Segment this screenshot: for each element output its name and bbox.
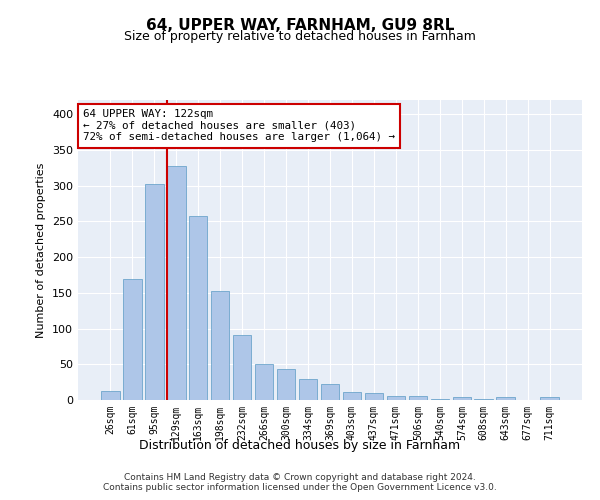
Text: Contains HM Land Registry data © Crown copyright and database right 2024.
Contai: Contains HM Land Registry data © Crown c… bbox=[103, 473, 497, 492]
Text: Size of property relative to detached houses in Farnham: Size of property relative to detached ho… bbox=[124, 30, 476, 43]
Bar bbox=[299, 378, 317, 400]
Bar bbox=[255, 364, 274, 400]
Bar bbox=[277, 370, 295, 400]
Bar bbox=[123, 278, 142, 400]
Bar bbox=[101, 390, 119, 400]
Bar bbox=[541, 397, 559, 400]
Bar bbox=[211, 290, 229, 400]
Bar bbox=[475, 398, 493, 400]
Bar bbox=[365, 393, 383, 400]
Bar bbox=[167, 166, 185, 400]
Bar bbox=[189, 216, 208, 400]
Text: 64, UPPER WAY, FARNHAM, GU9 8RL: 64, UPPER WAY, FARNHAM, GU9 8RL bbox=[146, 18, 454, 32]
Bar bbox=[233, 335, 251, 400]
Y-axis label: Number of detached properties: Number of detached properties bbox=[37, 162, 46, 338]
Text: 64 UPPER WAY: 122sqm
← 27% of detached houses are smaller (403)
72% of semi-deta: 64 UPPER WAY: 122sqm ← 27% of detached h… bbox=[83, 109, 395, 142]
Bar bbox=[452, 397, 471, 400]
Bar bbox=[145, 184, 164, 400]
Bar bbox=[431, 398, 449, 400]
Bar bbox=[496, 397, 515, 400]
Text: Distribution of detached houses by size in Farnham: Distribution of detached houses by size … bbox=[139, 440, 461, 452]
Bar bbox=[343, 392, 361, 400]
Bar bbox=[320, 384, 340, 400]
Bar bbox=[386, 396, 405, 400]
Bar bbox=[409, 396, 427, 400]
